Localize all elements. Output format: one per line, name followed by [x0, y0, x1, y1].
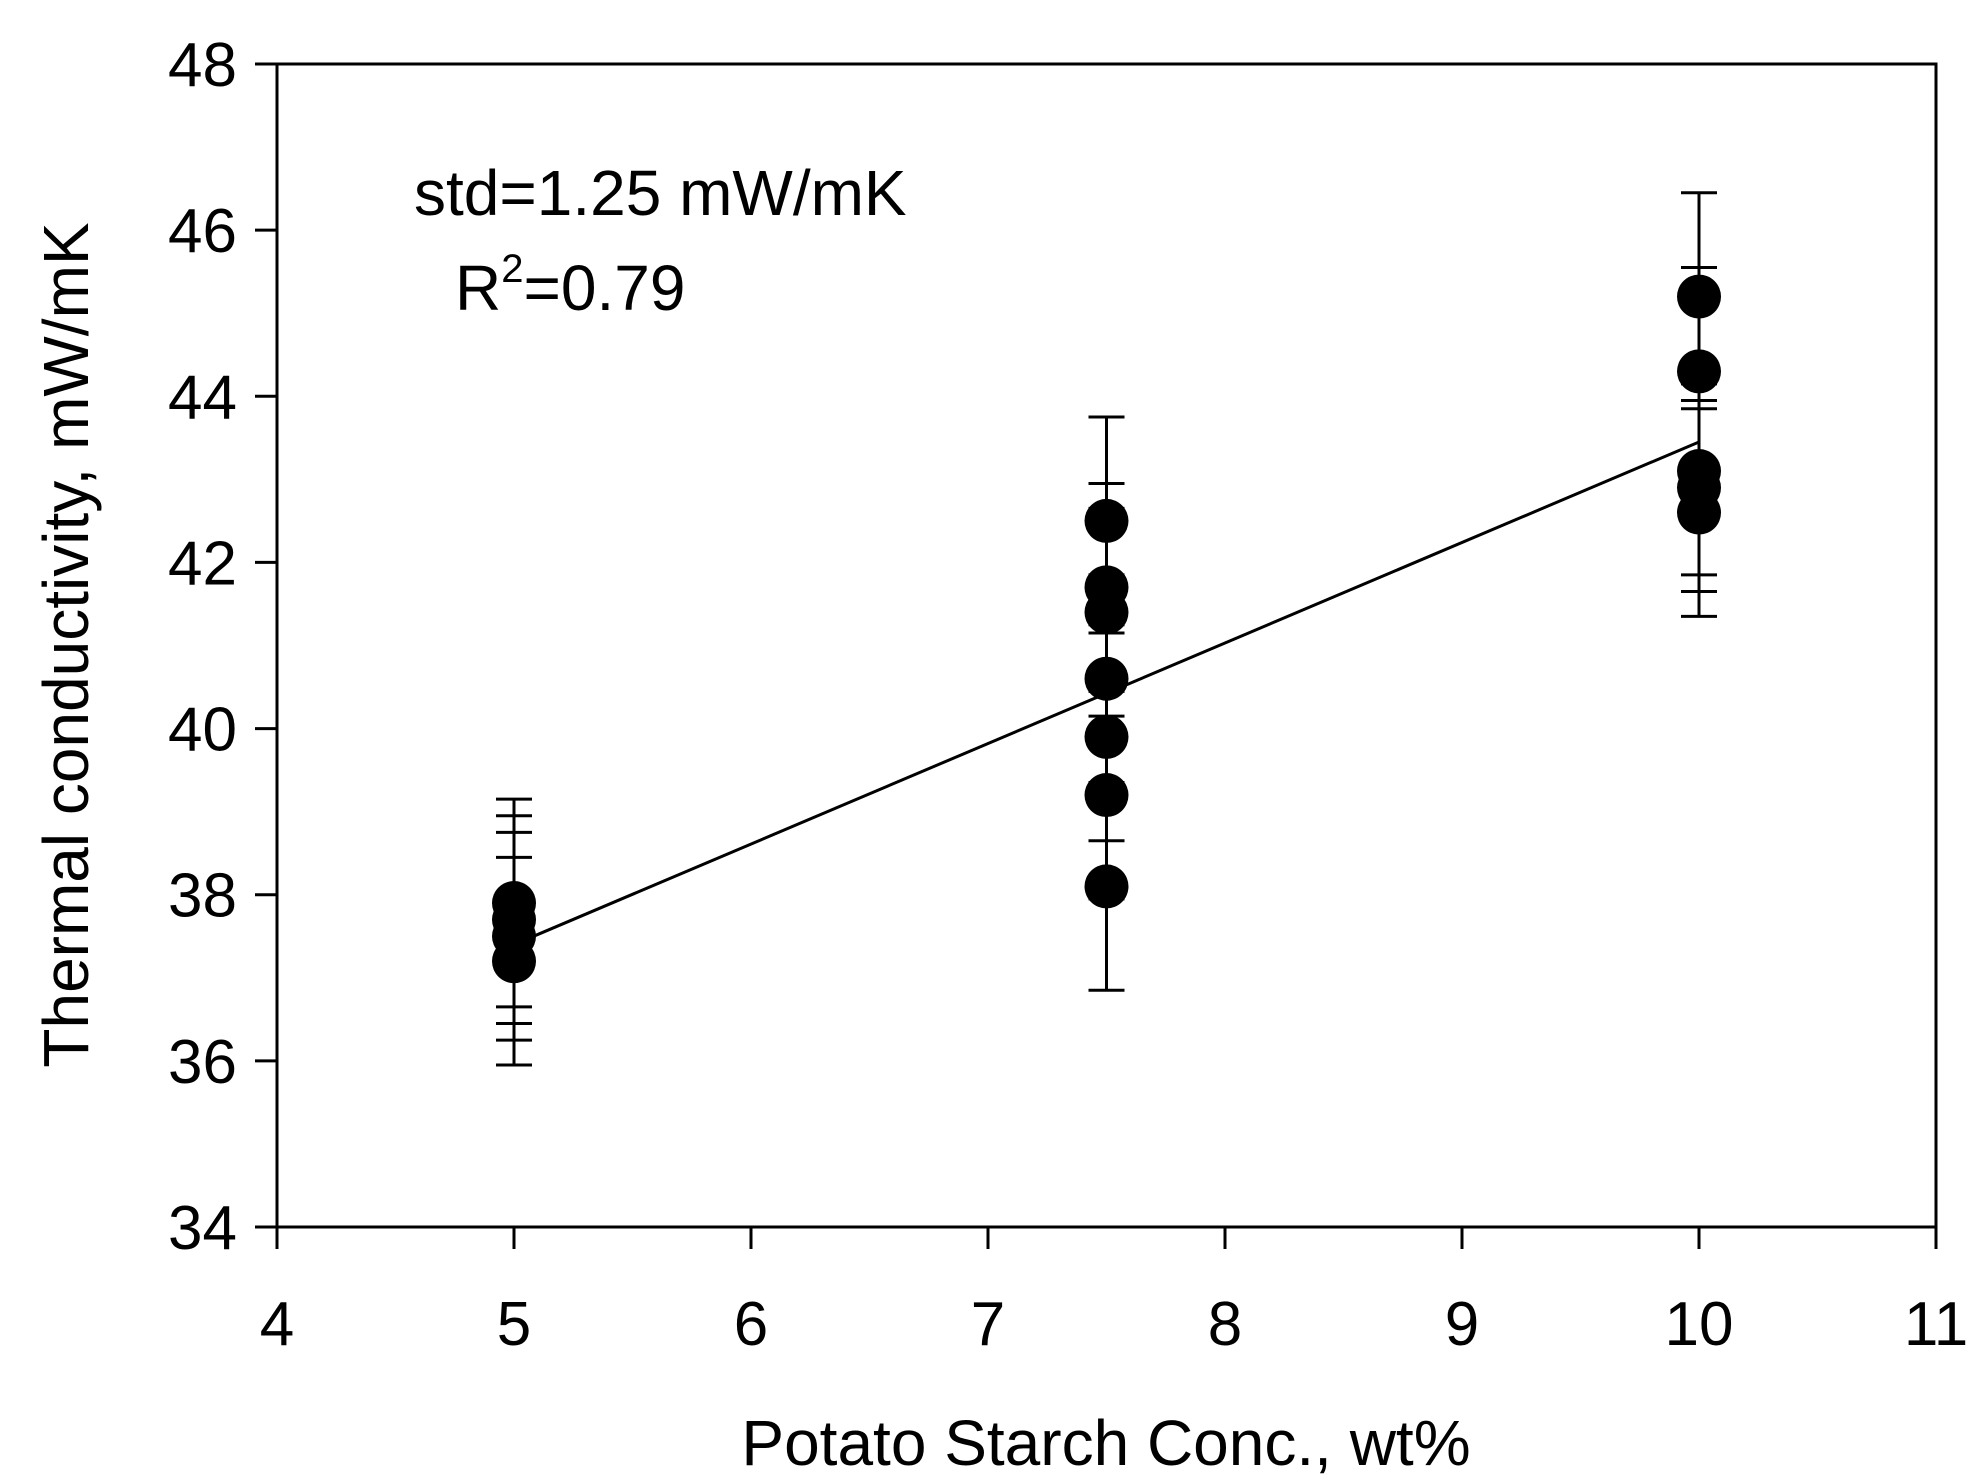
r2-annotation: R2=0.79 [455, 247, 685, 324]
data-point [1084, 864, 1129, 909]
y-axis: 34 36 38 40 42 44 46 48 [168, 31, 277, 1263]
data-points [492, 274, 1721, 984]
y-tick-label: 46 [168, 197, 237, 266]
data-point [492, 939, 536, 984]
y-tick-label: 44 [168, 363, 237, 432]
std-annotation: std=1.25 mW/mK [414, 157, 907, 229]
data-point [1677, 490, 1721, 535]
x-tick-label: 9 [1445, 1290, 1479, 1359]
y-tick-label: 40 [168, 696, 237, 765]
x-tick-label: 6 [734, 1290, 768, 1359]
r2-value: =0.79 [523, 252, 685, 324]
x-tick-label: 8 [1208, 1290, 1242, 1359]
x-tick-label: 11 [1904, 1290, 1967, 1359]
data-point [1084, 590, 1129, 635]
data-point [1084, 656, 1129, 701]
x-axis: 4 5 6 7 8 9 10 11 [260, 1227, 1967, 1359]
y-tick-label: 36 [168, 1028, 237, 1097]
plot-frame [275, 62, 1938, 1229]
data-point [1084, 498, 1129, 543]
y-tick-label: 42 [168, 529, 237, 598]
y-tick-label: 38 [168, 862, 237, 931]
r2-superscript: 2 [501, 247, 523, 291]
data-point [1677, 349, 1721, 394]
x-tick-label: 4 [260, 1290, 294, 1359]
x-tick-label: 7 [971, 1290, 1005, 1359]
r2-prefix: R [455, 252, 501, 324]
y-axis-title: Thermal conductivity, mW/mK [30, 222, 102, 1067]
y-tick-label: 48 [168, 31, 237, 100]
data-point [1084, 773, 1129, 818]
x-axis-title: Potato Starch Conc., wt% [741, 1407, 1470, 1475]
y-tick-label: 34 [168, 1194, 237, 1263]
x-tick-label: 10 [1665, 1290, 1734, 1359]
data-point [1677, 274, 1721, 319]
x-tick-label: 5 [497, 1290, 531, 1359]
data-point [1084, 714, 1129, 759]
